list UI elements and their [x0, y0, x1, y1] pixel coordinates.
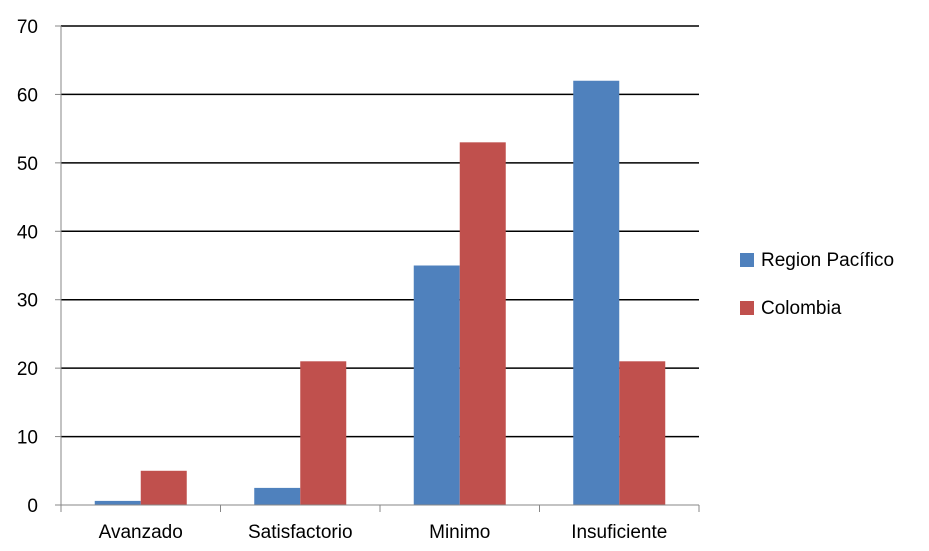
legend: Region Pacífico Colombia	[740, 250, 894, 319]
bar	[94, 500, 141, 505]
bar	[619, 361, 666, 505]
bar	[140, 470, 187, 505]
y-tick-label: 50	[17, 154, 38, 175]
legend-swatch-region-pacifico	[740, 253, 754, 267]
y-tick-label: 0	[27, 496, 38, 517]
x-tick-label: Satisfactorio	[248, 522, 353, 543]
y-tick-label: 30	[17, 291, 38, 312]
x-tick-label: Avanzado	[99, 522, 183, 543]
y-tick-label: 20	[17, 359, 38, 380]
bar	[300, 361, 347, 505]
x-tick-label: Minimo	[429, 522, 490, 543]
y-tick-label: 10	[17, 428, 38, 449]
bar	[413, 265, 460, 505]
bar	[459, 142, 506, 506]
y-tick-label: 70	[17, 17, 38, 38]
bar	[573, 80, 620, 505]
legend-swatch-colombia	[740, 301, 754, 315]
bar	[254, 487, 301, 505]
x-ticks: Avanzado Satisfactorio Minimo Insuficiente	[60, 505, 700, 543]
x-tick-label: Insuficiente	[571, 522, 667, 543]
y-ticks: 0 10 20 30 40 50 60 70	[17, 17, 61, 517]
gridlines	[61, 25, 699, 438]
y-tick-label: 40	[17, 222, 38, 243]
legend-label-colombia: Colombia	[761, 298, 842, 319]
legend-label-region-pacifico: Region Pacífico	[761, 250, 894, 271]
bars	[94, 80, 666, 506]
y-tick-label: 60	[17, 85, 38, 106]
